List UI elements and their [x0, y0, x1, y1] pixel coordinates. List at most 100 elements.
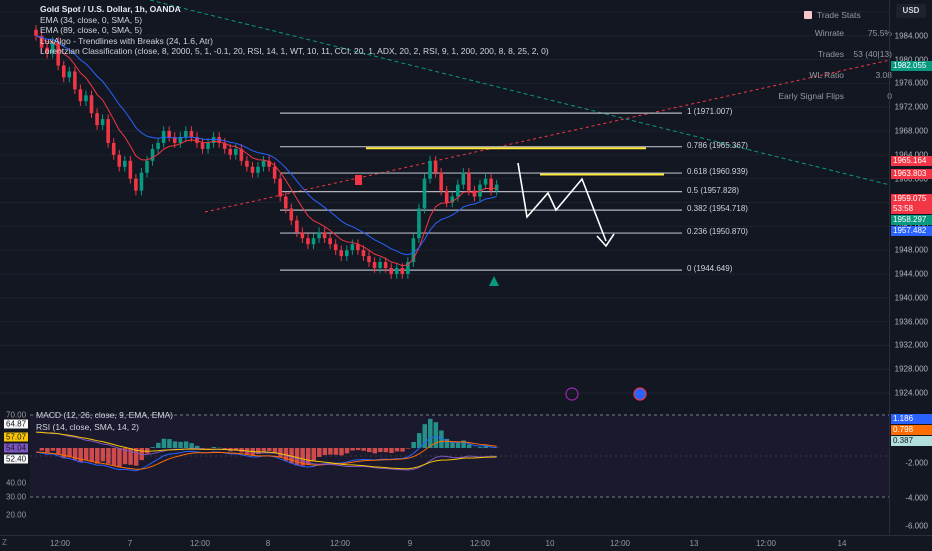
stat-key: WL Ratio [766, 70, 844, 80]
price-axis-label: 1936.000 [895, 317, 928, 326]
candle-body [112, 143, 116, 155]
rsi-label[interactable]: RSI (14, close, SMA, 14, 2) [36, 421, 173, 433]
time-axis-label: 12:00 [470, 539, 490, 548]
candle-body [312, 238, 316, 244]
candle-body [262, 161, 266, 167]
rsi-value-tag: 54.04 [4, 444, 28, 453]
symbol-title[interactable]: Gold Spot / U.S. Dollar, 1h, OANDA [40, 4, 549, 15]
candle-body [95, 113, 99, 125]
macd-histogram-bar [162, 439, 167, 448]
candle-body [428, 161, 432, 179]
candle-body [256, 167, 260, 173]
candle-body [84, 95, 88, 101]
candle-body [395, 268, 399, 274]
candle-body [301, 232, 305, 238]
time-axis-label: 13 [690, 539, 699, 548]
price-chart[interactable] [0, 0, 890, 405]
macd-histogram-bar [373, 448, 378, 453]
price-tag: 53:58 [891, 204, 932, 214]
candle-body [68, 71, 72, 77]
macd-histogram-bar [478, 447, 483, 448]
legend-lorentzian[interactable]: Lorentzian Classification (close, 8, 200… [40, 46, 549, 57]
candle-body [251, 167, 255, 173]
stat-value: 3.08 [844, 70, 892, 80]
price-tag: 1959.075 [891, 194, 932, 204]
macd-histogram-bar [45, 448, 50, 453]
fib-level-label: 0.236 (1950.870) [687, 227, 748, 236]
candle-body [140, 173, 144, 191]
candle-body [439, 173, 443, 191]
macd-histogram-bar [361, 448, 366, 451]
time-axis-label: 9 [408, 539, 412, 548]
price-tag: 1963.803 [891, 169, 932, 179]
candle-body [117, 155, 121, 167]
macd-histogram-bar [323, 448, 328, 455]
candle-body [123, 161, 127, 167]
candle-body [167, 131, 171, 137]
currency-button[interactable]: USD [896, 4, 926, 18]
legend-luxalgo[interactable]: LuxAlgo - Trendlines with Breaks (24, 1.… [40, 36, 549, 47]
buy-signal-icon [489, 276, 499, 286]
macd-histogram-bar [378, 448, 383, 452]
candle-body [373, 262, 377, 268]
time-axis-label: 12:00 [756, 539, 776, 548]
candle-body [184, 131, 188, 137]
candle-body [129, 161, 133, 179]
macd-histogram-bar [95, 448, 100, 464]
stat-key: Early Signal Flips [766, 91, 844, 101]
price-tag: 1958.297 [891, 215, 932, 225]
timezone-icon[interactable]: Z [2, 538, 7, 547]
candle-body [389, 268, 393, 274]
candle-body [156, 143, 160, 149]
candle-body [134, 179, 138, 191]
candle-body [367, 256, 371, 262]
time-axis-label: 12:00 [50, 539, 70, 548]
us-flag-icon [634, 388, 646, 400]
macd-histogram-bar [328, 448, 333, 455]
macd-histogram-bar [395, 448, 400, 451]
price-axis-label: 1976.000 [895, 79, 928, 88]
macd-histogram-bar [411, 442, 416, 448]
time-axis-label: 12:00 [330, 539, 350, 548]
macd-label[interactable]: MACD (12, 26, close, 9, EMA, EMA) [36, 409, 173, 421]
stat-value: 0 [844, 91, 892, 101]
macd-histogram-bar [384, 448, 389, 452]
rsi-value-tag: 64.87 [4, 420, 28, 429]
macd-histogram-bar [156, 443, 161, 448]
time-axis-label: 7 [128, 539, 132, 548]
macd-histogram-bar [40, 448, 45, 451]
macd-histogram-bar [78, 448, 83, 462]
candle-body [378, 262, 382, 268]
price-tag: 1982.055 [891, 61, 932, 71]
subpane-legend: MACD (12, 26, close, 9, EMA, EMA) RSI (1… [36, 409, 173, 433]
candle-body [317, 232, 321, 238]
candle-body [234, 149, 238, 155]
legend-ema-89[interactable]: EMA (89, close, 0, SMA, 5) [40, 25, 549, 36]
macd-histogram-bar [406, 448, 411, 449]
candle-body [106, 119, 110, 143]
macd-histogram-bar [339, 448, 344, 455]
macd-histogram-bar [51, 448, 56, 451]
stat-key: Winrate [766, 28, 844, 38]
candle-body [328, 238, 332, 244]
candle-body [62, 66, 66, 78]
macd-scale-label: -6.000 [905, 522, 928, 531]
candle-body [101, 119, 105, 125]
price-tag: 1957.482 [891, 226, 932, 236]
candle-body [90, 95, 94, 113]
fib-level-label: 1 (1971.007) [687, 107, 732, 116]
price-tag: 1965.164 [891, 156, 932, 166]
legend-ema-34[interactable]: EMA (34, close, 0, SMA, 5) [40, 15, 549, 26]
macd-histogram-bar [350, 448, 355, 450]
macd-histogram-bar [173, 441, 178, 448]
candle-body [445, 191, 449, 203]
checkbox-icon[interactable] [804, 11, 812, 19]
macd-histogram-bar [417, 433, 422, 448]
macd-scale-label: -4.000 [905, 494, 928, 503]
time-axis-label: 10 [546, 539, 555, 548]
candle-body [206, 143, 210, 149]
candle-body [323, 232, 327, 238]
fib-level-label: 0.5 (1957.828) [687, 186, 739, 195]
